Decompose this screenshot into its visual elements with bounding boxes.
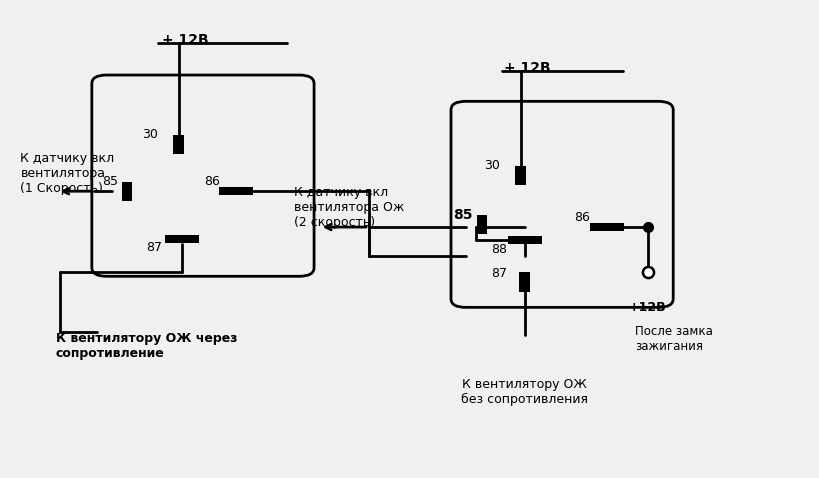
Bar: [174, 135, 183, 154]
Text: 85: 85: [102, 175, 118, 188]
Bar: [515, 166, 526, 185]
Text: 86: 86: [574, 211, 590, 224]
Text: 30: 30: [484, 159, 500, 173]
Text: К датчику вкл
вентилятора Ож
(2 скорость): К датчику вкл вентилятора Ож (2 скорость…: [293, 186, 403, 229]
Bar: [589, 223, 623, 231]
Text: 88: 88: [490, 243, 506, 256]
Bar: [477, 215, 486, 234]
Bar: [219, 187, 253, 195]
Text: 85: 85: [452, 208, 472, 222]
Text: 87: 87: [490, 267, 506, 280]
Text: + 12В: + 12В: [162, 33, 209, 46]
Text: + 12В: + 12В: [504, 61, 550, 75]
Text: К датчику вкл
вентилятора
(1 Скорость): К датчику вкл вентилятора (1 Скорость): [20, 152, 115, 195]
Text: 86: 86: [204, 175, 219, 188]
Text: После замка
зажигания: После замка зажигания: [635, 325, 713, 353]
Text: 87: 87: [146, 241, 162, 254]
Bar: [121, 182, 133, 201]
Bar: [519, 272, 530, 292]
Text: +12В: +12В: [628, 301, 666, 314]
Bar: [165, 235, 199, 243]
Text: К вентилятору ОЖ через
сопротивление: К вентилятору ОЖ через сопротивление: [56, 332, 237, 360]
Text: К вентилятору ОЖ
без сопротивления: К вентилятору ОЖ без сопротивления: [461, 378, 587, 406]
Text: 30: 30: [143, 128, 158, 141]
Bar: [507, 237, 541, 245]
